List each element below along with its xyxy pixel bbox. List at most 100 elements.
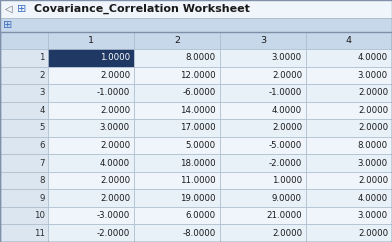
Text: 3.0000: 3.0000: [100, 123, 130, 132]
Text: 8.0000: 8.0000: [186, 53, 216, 62]
Text: 1: 1: [88, 36, 94, 45]
Text: 7: 7: [40, 159, 45, 167]
Text: 3.0000: 3.0000: [272, 53, 302, 62]
Text: 4.0000: 4.0000: [272, 106, 302, 115]
Text: -3.0000: -3.0000: [97, 211, 130, 220]
Bar: [0, 102, 48, 119]
Bar: [0, 224, 48, 242]
Text: 2.0000: 2.0000: [358, 176, 388, 185]
Text: 2.0000: 2.0000: [358, 88, 388, 97]
Text: -2.0000: -2.0000: [97, 229, 130, 238]
Bar: [48, 189, 134, 207]
Bar: [220, 67, 306, 84]
Text: 2.0000: 2.0000: [272, 123, 302, 132]
Text: 5.0000: 5.0000: [186, 141, 216, 150]
Bar: [134, 154, 220, 172]
Text: 21.0000: 21.0000: [267, 211, 302, 220]
Bar: [306, 49, 392, 67]
Bar: [306, 137, 392, 154]
Text: 4: 4: [346, 36, 352, 45]
Bar: [48, 49, 134, 67]
Text: 3.0000: 3.0000: [358, 159, 388, 167]
Text: 9.0000: 9.0000: [272, 194, 302, 203]
Bar: [306, 119, 392, 137]
Text: 2.0000: 2.0000: [100, 194, 130, 203]
Text: 3: 3: [260, 36, 266, 45]
Text: 6: 6: [40, 141, 45, 150]
Text: 4.0000: 4.0000: [100, 159, 130, 167]
Bar: [0, 137, 48, 154]
Text: 2: 2: [174, 36, 180, 45]
Bar: [306, 172, 392, 189]
Bar: [48, 207, 134, 224]
Bar: [48, 154, 134, 172]
Text: -2.0000: -2.0000: [269, 159, 302, 167]
Text: -8.0000: -8.0000: [183, 229, 216, 238]
Bar: [48, 119, 134, 137]
Text: 1.0000: 1.0000: [100, 53, 130, 62]
Bar: [134, 49, 220, 67]
Text: -1.0000: -1.0000: [97, 88, 130, 97]
Bar: [220, 154, 306, 172]
Bar: [306, 154, 392, 172]
Bar: [220, 172, 306, 189]
Bar: [134, 84, 220, 102]
Bar: [48, 102, 134, 119]
Text: ◁: ◁: [5, 4, 13, 14]
Bar: [134, 224, 220, 242]
Text: 2.0000: 2.0000: [100, 176, 130, 185]
Bar: [0, 84, 48, 102]
Bar: [134, 137, 220, 154]
Bar: [134, 172, 220, 189]
Bar: [48, 137, 134, 154]
Text: 2.0000: 2.0000: [272, 229, 302, 238]
Text: 2: 2: [40, 71, 45, 80]
Bar: [48, 84, 134, 102]
Text: 17.0000: 17.0000: [180, 123, 216, 132]
Bar: [220, 119, 306, 137]
Text: 14.0000: 14.0000: [180, 106, 216, 115]
Bar: [48, 172, 134, 189]
Text: 2.0000: 2.0000: [100, 71, 130, 80]
Text: -1.0000: -1.0000: [269, 88, 302, 97]
Text: 2.0000: 2.0000: [100, 106, 130, 115]
Bar: [220, 224, 306, 242]
Bar: [134, 119, 220, 137]
Bar: [306, 67, 392, 84]
Bar: [134, 32, 220, 49]
Bar: [0, 49, 48, 67]
Bar: [134, 102, 220, 119]
Text: 18.0000: 18.0000: [180, 159, 216, 167]
Bar: [220, 207, 306, 224]
Text: 8.0000: 8.0000: [358, 141, 388, 150]
Text: Covariance_Correlation Worksheet: Covariance_Correlation Worksheet: [34, 4, 250, 14]
Bar: [0, 0, 392, 18]
Bar: [48, 67, 134, 84]
Text: 2.0000: 2.0000: [358, 229, 388, 238]
Text: 8: 8: [40, 176, 45, 185]
Text: 12.0000: 12.0000: [180, 71, 216, 80]
Text: 4.0000: 4.0000: [358, 53, 388, 62]
Text: 5: 5: [40, 123, 45, 132]
Bar: [220, 49, 306, 67]
Bar: [306, 224, 392, 242]
Bar: [0, 172, 48, 189]
Text: 1: 1: [40, 53, 45, 62]
Text: 3.0000: 3.0000: [358, 71, 388, 80]
Bar: [0, 67, 48, 84]
Text: 11: 11: [34, 229, 45, 238]
Bar: [0, 154, 48, 172]
Bar: [306, 102, 392, 119]
Text: -6.0000: -6.0000: [183, 88, 216, 97]
Bar: [48, 32, 134, 49]
Bar: [306, 207, 392, 224]
Text: 4.0000: 4.0000: [358, 194, 388, 203]
Text: 11.0000: 11.0000: [180, 176, 216, 185]
Bar: [306, 189, 392, 207]
Text: 9: 9: [40, 194, 45, 203]
Text: 2.0000: 2.0000: [272, 71, 302, 80]
Text: 3: 3: [40, 88, 45, 97]
Bar: [306, 84, 392, 102]
Bar: [0, 18, 392, 32]
Bar: [306, 32, 392, 49]
